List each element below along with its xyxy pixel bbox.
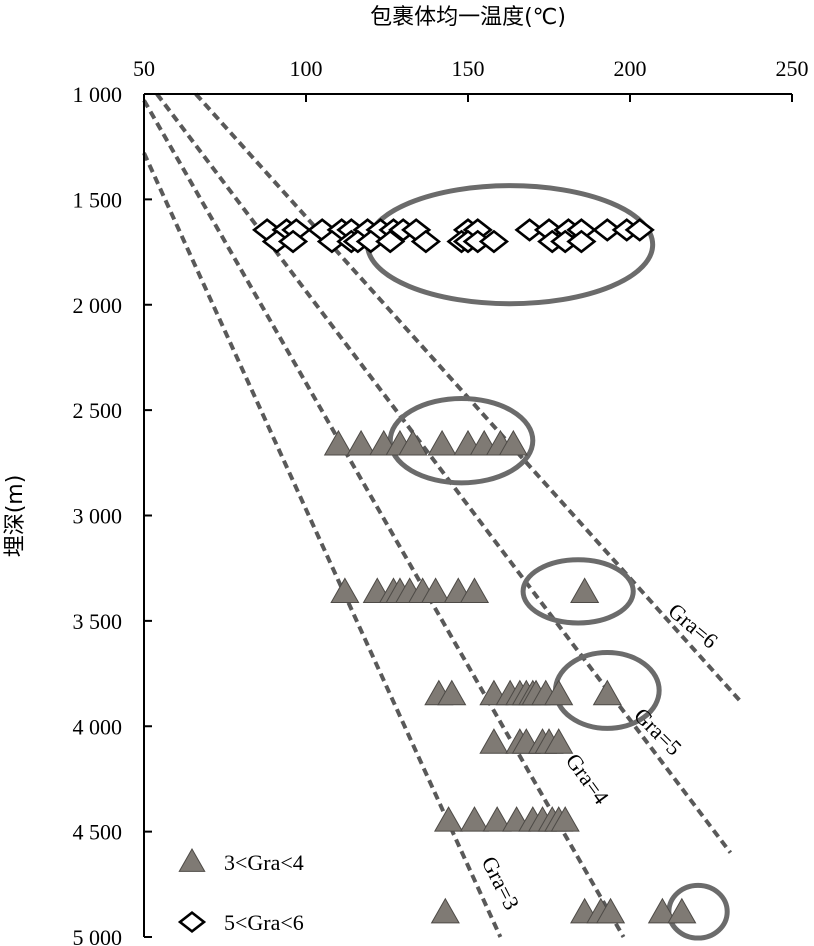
data-point-diamond [410, 229, 441, 254]
data-point-triangle [479, 728, 509, 754]
highlight-ellipse-1 [365, 183, 656, 307]
data-point-triangle [430, 897, 460, 924]
data-point-diamond [624, 218, 655, 242]
legend-triangle-icon [178, 847, 206, 872]
data-point-triangle [459, 806, 490, 832]
gradient-lines [142, 92, 742, 938]
data-point-diamond [478, 229, 510, 254]
x-tick-label: 50 [133, 56, 155, 81]
y-tick-label: 1 500 [73, 187, 123, 212]
data-point-triangle [427, 429, 457, 456]
data-point-diamond [566, 229, 597, 254]
data-point-triangle [667, 897, 697, 924]
gradient-line-4 [142, 99, 626, 938]
y-tick-label: 2 000 [73, 293, 123, 318]
x-tick-label: 150 [452, 56, 485, 81]
x-tick-label: 200 [614, 56, 647, 81]
gradient-line-5 [155, 92, 733, 854]
highlight-ellipses [365, 183, 730, 941]
data-point-diamond [375, 229, 406, 254]
y-tick-label: 1 000 [73, 82, 123, 107]
legend: 3<Gra<4 5<Gra<6 [177, 847, 304, 935]
data-point-triangle [595, 897, 626, 924]
legend-label: 5<Gra<6 [224, 910, 304, 935]
data-points [252, 218, 697, 924]
axes: 50 100 150 200 250 1 000 1 500 2 000 2 500 3 000 3… [73, 56, 809, 946]
data-point-triangle [544, 728, 574, 754]
x-tick-label: 100 [290, 56, 323, 81]
x-tick-label: 250 [776, 56, 809, 81]
y-tick-label: 4 000 [73, 714, 123, 739]
data-point-diamond [277, 229, 309, 254]
data-point-triangle [482, 806, 512, 832]
data-point-triangle [647, 897, 677, 924]
y-axis-title: 埋深(m) [3, 475, 28, 558]
data-point-triangle [544, 679, 574, 706]
y-tick-label: 3 500 [73, 609, 123, 634]
gradient-line-3 [142, 152, 503, 938]
y-tick-label: 4 500 [73, 820, 123, 845]
x-axis-title: 包裹体均一温度(℃) [370, 5, 566, 30]
data-point-triangle [459, 577, 490, 604]
data-point-triangle [498, 429, 528, 456]
y-tick-label: 3 000 [73, 504, 123, 529]
data-point-triangle [346, 429, 376, 456]
data-point-triangle [421, 577, 451, 604]
data-point-triangle [398, 429, 428, 456]
y-tick-label: 5 000 [73, 925, 123, 946]
data-point-triangle [433, 806, 464, 832]
legend-diamond-icon [177, 910, 207, 934]
highlight-ellipse-3 [520, 557, 636, 626]
highlight-ellipse-2 [387, 396, 536, 486]
data-point-triangle [323, 429, 353, 456]
y-tick-label: 2 500 [73, 398, 123, 423]
data-point-triangle [330, 577, 360, 604]
data-point-triangle [570, 577, 600, 604]
data-point-triangle [592, 679, 622, 706]
data-point-triangle [550, 806, 580, 832]
legend-label: 3<Gra<4 [224, 850, 304, 875]
gradient-line-label: Gra=4 [561, 749, 614, 809]
gradient-line-label: Gra=6 [664, 598, 723, 653]
data-point-triangle [437, 679, 467, 706]
